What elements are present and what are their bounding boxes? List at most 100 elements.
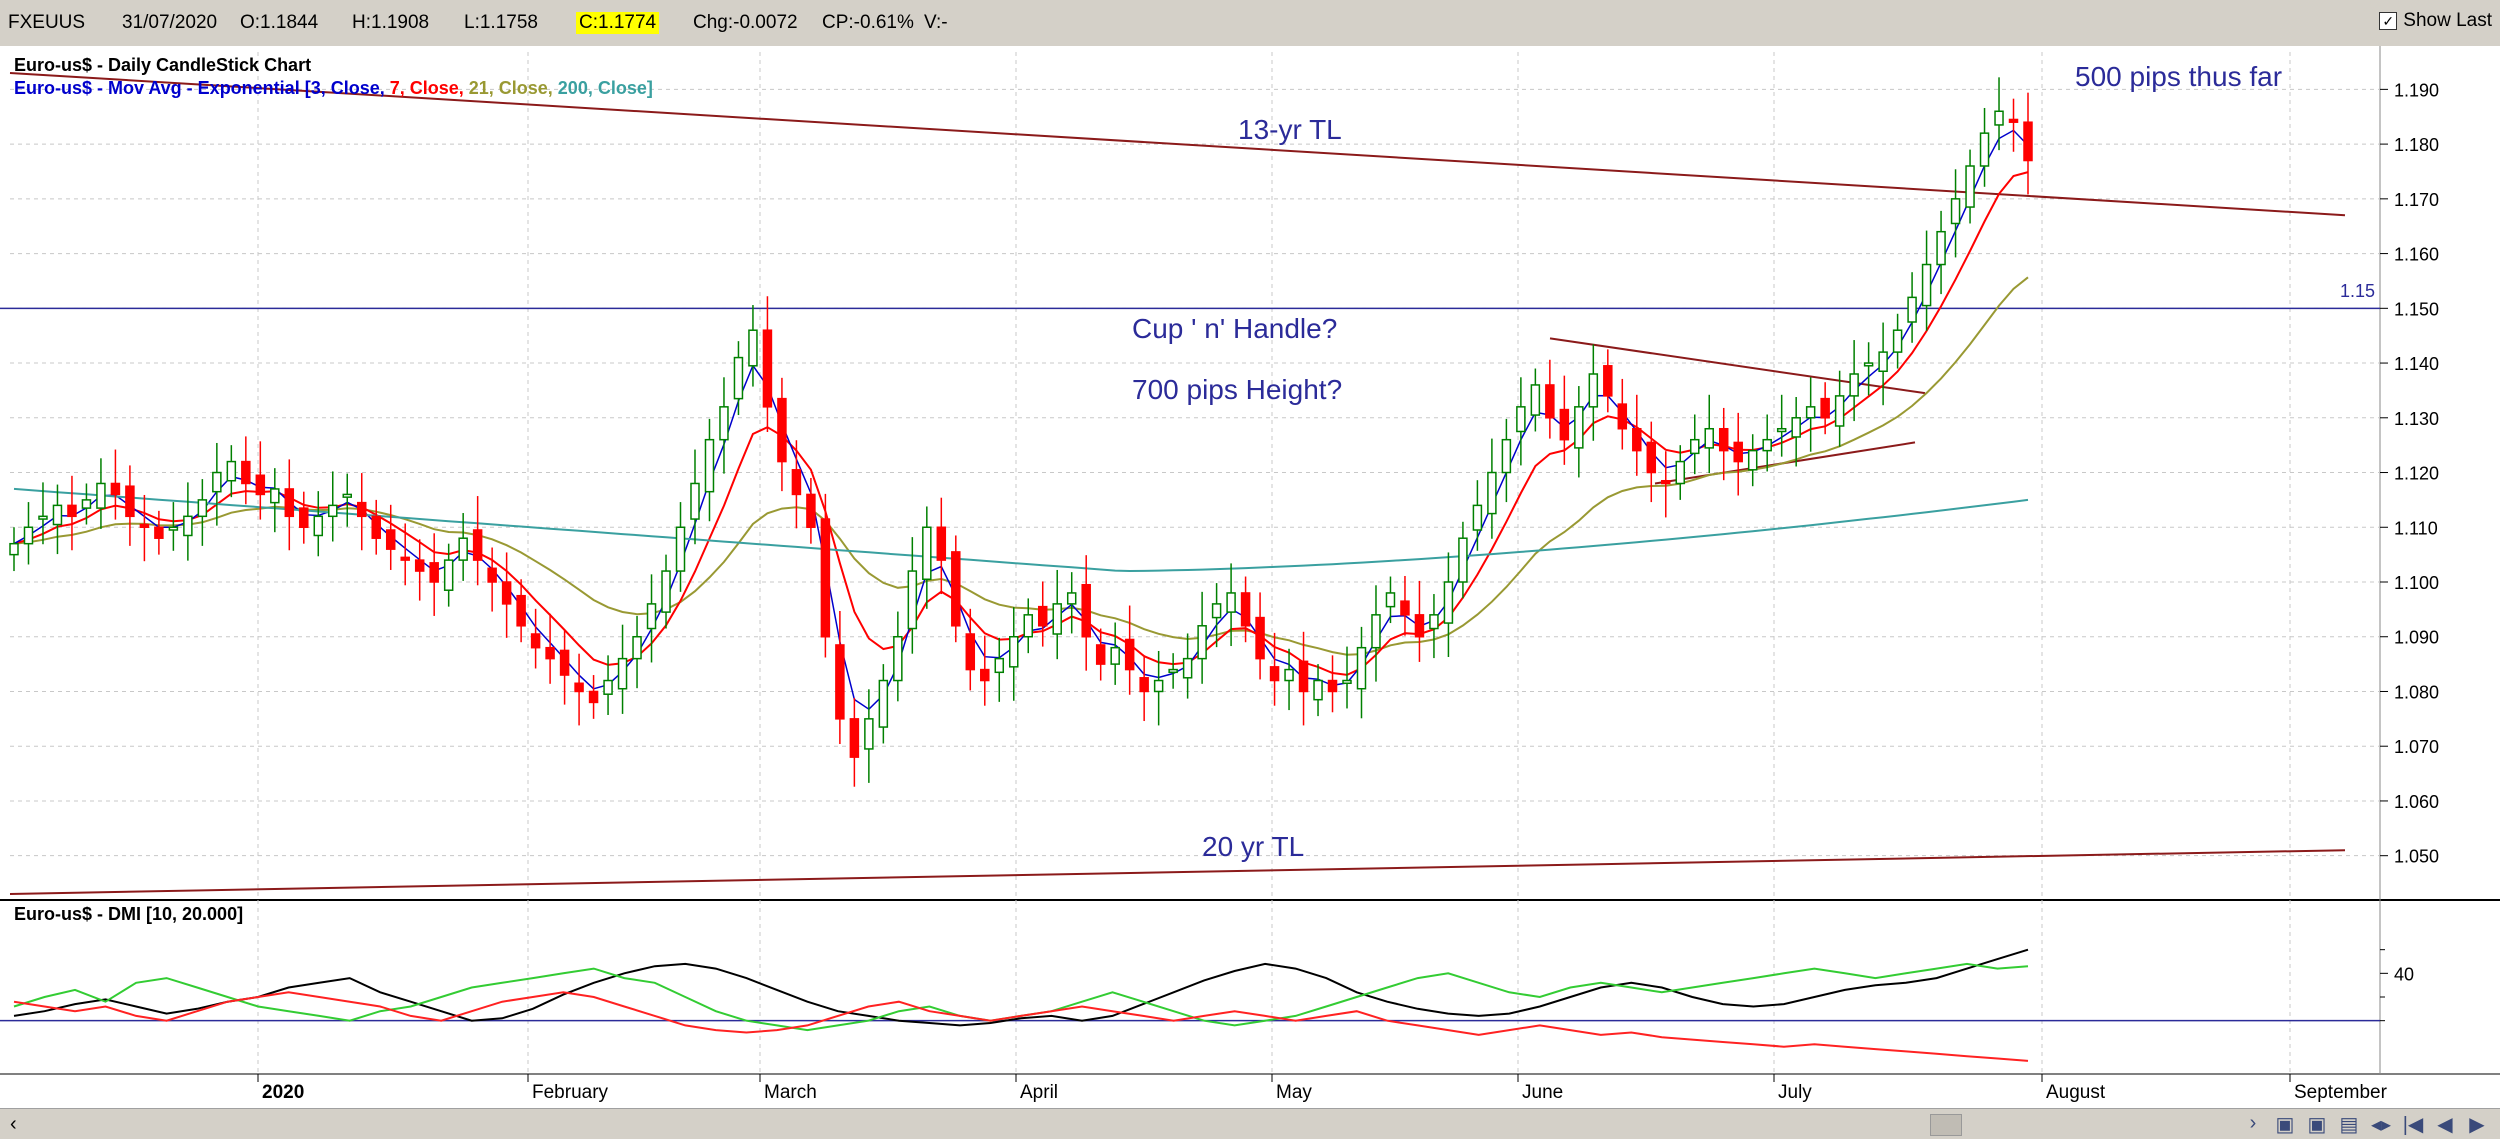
candles [9,77,2033,787]
candle-body [1965,165,1975,208]
candle-body [791,469,802,496]
candle-body [965,633,976,671]
y-tick-label: 1.070 [2394,737,2439,757]
candle-body [23,526,34,545]
candle-body [183,515,193,537]
x-tick-label: July [1778,1082,1812,1103]
y-tick-label: 1.180 [2394,135,2439,155]
first-icon[interactable]: |◀ [2402,1114,2424,1136]
candle-body [125,485,135,518]
candle-body [400,556,410,561]
candle-body [1313,679,1323,701]
trendlines [9,71,2346,895]
change-pct-label: CP:-0.61% [822,12,914,33]
date-label: 31/07/2020 [122,12,218,33]
candle-body [603,679,613,695]
scroll-right-icon[interactable]: › [2249,1112,2257,1134]
previous-icon[interactable]: ◀ [2437,1114,2453,1136]
candle-body [1110,646,1120,665]
volume-label: V:- [924,12,948,33]
candle-body [1182,657,1193,679]
candlestick-chart: 1.050 1.060 1.070 1.080 1.090 1.100 1.110 1.120… [0,46,2500,1103]
candle-body [1211,603,1222,619]
candle-body [1516,406,1526,433]
candle-body [922,526,932,581]
candle-body [1661,479,1671,485]
candle-body [617,657,628,690]
candle-body [733,356,744,400]
candle-body [1037,605,1048,627]
candle-body [1936,230,1946,266]
candle-body [588,690,599,704]
scroll-thumb[interactable] [1930,1114,1962,1136]
x-tick-label: September [2294,1082,2388,1103]
candle-body [661,570,671,613]
candle-body [81,499,92,509]
candle-body [516,594,526,627]
fit-icon[interactable]: ◂▸ [2370,1114,2392,1136]
candle-body [1400,600,1410,616]
y-tick-label: 1.130 [2394,409,2439,429]
scroll-left-icon[interactable]: ‹ [10,1113,17,1135]
change-label: Chg:-0.0072 [693,12,798,33]
candle-body [704,438,715,493]
candle-body [1762,438,1772,452]
candle-body [1617,403,1628,430]
ma-legend-3: 3, Close, [311,78,385,98]
candle-body [1429,614,1439,630]
annotation-height: 700 pips Height? [1132,374,1342,405]
candle-body [1574,406,1584,449]
candle-body [1545,384,1555,419]
scroll-bar[interactable]: ‹ › ▣ ▣ ▤ ◂▸ |◀ ◀ ▶ [0,1108,2500,1139]
dmi-panel: 40 [0,948,2414,1062]
candle-body [371,515,381,539]
show-last-checkbox[interactable]: ✓ [2379,12,2398,30]
candle-body [849,718,860,758]
candle-body [1675,460,1686,485]
candle-body [675,526,686,572]
candle-body [994,657,1005,674]
handle-upper-line [1549,337,1926,395]
zoom-out-icon[interactable]: ▣ [2307,1114,2327,1136]
candle-body [1892,329,1903,353]
y-tick-label: 1.050 [2394,847,2439,867]
candle-body [212,471,222,493]
candle-body [168,526,179,531]
candle-body [110,482,121,496]
candle-body [1009,635,1019,668]
save-icon[interactable]: ▤ [2339,1114,2359,1136]
candle-body [443,559,454,591]
ema-7-line [13,171,2029,676]
y-tick-label: 1.170 [2394,190,2439,210]
candle-body [255,474,266,496]
candle-body [1907,296,1917,323]
x-tick-label: June [1522,1082,1563,1103]
candle-body [1298,660,1309,693]
zoom-in-icon[interactable]: ▣ [2275,1114,2295,1136]
chart-area: 1.050 1.060 1.070 1.080 1.090 1.100 1.110 1.120… [0,46,2500,1108]
candle-body [1704,427,1714,449]
trendline-20yr [9,849,2346,895]
x-tick-label: May [1276,1082,1312,1103]
next-icon[interactable]: ▶ [2469,1114,2485,1136]
candle-body [2023,121,2033,162]
candle-body [559,649,570,676]
main-title: Euro-us$ - Daily CandleStick Chart [14,55,311,75]
candle-body [1646,441,1657,474]
candle-body [1269,666,1280,682]
date-axis: 2020 February March April May June July August S… [257,1074,2388,1103]
candle-body [1878,351,1888,373]
candle-body [632,635,642,660]
candle-body [1124,638,1135,671]
candle-body [197,499,208,518]
candle-body [1487,471,1497,515]
ma-prefix: Euro-us$ - Mov Avg - Exponential [ [14,78,311,98]
candle-body [820,518,831,638]
candle-body [1530,384,1541,416]
show-last-toggle[interactable]: ✓ Show Last [2379,10,2492,32]
high-label: H:1.1908 [352,12,430,33]
candle-body [1603,365,1613,397]
candle-body [284,488,295,518]
ma-legend-21: 21, Close, [464,78,553,98]
